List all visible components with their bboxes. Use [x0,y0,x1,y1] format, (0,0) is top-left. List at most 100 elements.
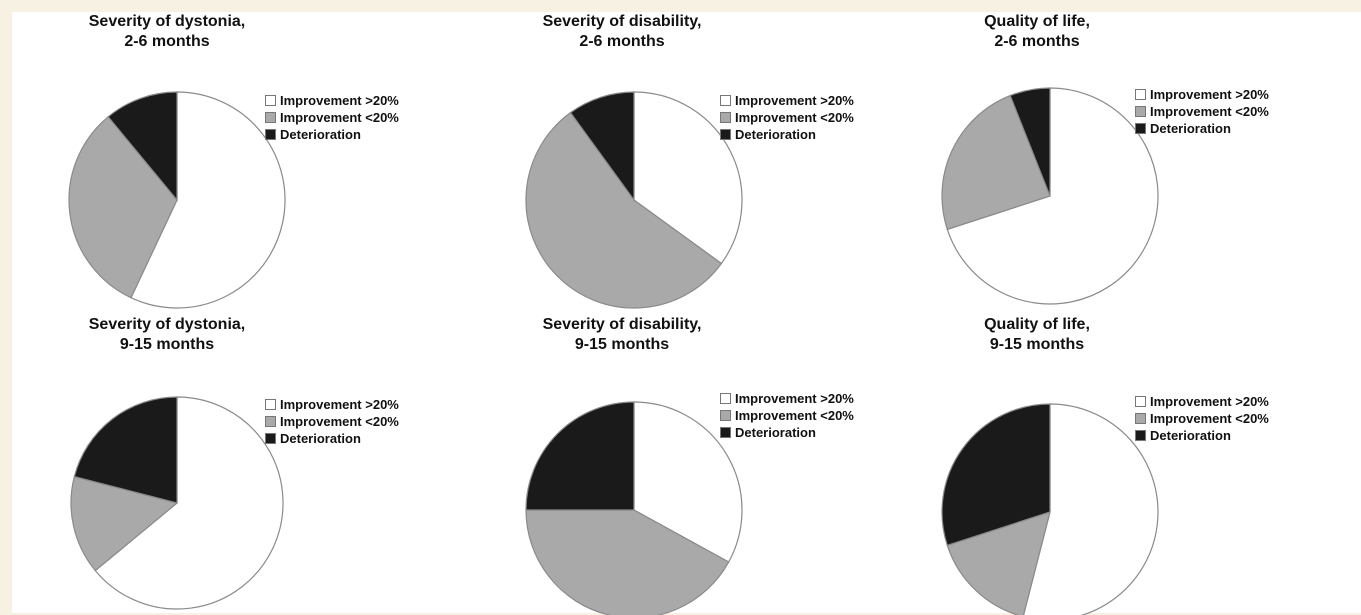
panel-title-line-2: 2-6 months [124,33,210,50]
legend: Improvement >20% Improvement <20% Deteri… [1135,393,1269,444]
panel-title-line-2: 2-6 months [579,33,665,50]
pie-slice-improvement-lt20 [70,475,179,572]
pie-slice-improvement-lt20 [525,111,723,309]
legend-label: Improvement >20% [280,397,399,412]
legend-item-improvement-gt20: Improvement >20% [1135,393,1269,410]
pie-chart [525,91,743,309]
legend-item-deterioration: Deterioration [265,430,399,447]
pie-slice-deterioration [73,396,178,504]
legend-label: Improvement >20% [1150,87,1269,102]
legend: Improvement >20% Improvement <20% Deteri… [720,92,854,143]
legend-label: Improvement >20% [735,391,854,406]
legend-swatch [720,95,731,106]
pie-slice-deterioration [525,401,635,511]
pie-panel-dystonia-2-6: Severity of dystonia, 2-6 months Improve… [42,12,462,312]
legend: Improvement >20% Improvement <20% Deteri… [1135,86,1269,137]
panel-title-line-2: 2-6 months [994,33,1080,50]
legend-swatch [720,427,731,438]
legend-swatch [265,112,276,123]
legend: Improvement >20% Improvement <20% Deteri… [265,396,399,447]
legend-item-improvement-lt20: Improvement <20% [720,109,854,126]
legend-item-deterioration: Deterioration [265,126,399,143]
legend-label: Deterioration [280,431,361,446]
legend-swatch [265,399,276,410]
panel-title-line-1: Severity of dystonia, [88,13,246,30]
panel-title: Quality of life, 9-15 months [912,315,1162,355]
panel-title-line-1: Quality of life, [984,316,1090,333]
legend-label: Improvement <20% [1150,411,1269,426]
legend-item-improvement-lt20: Improvement <20% [720,407,854,424]
pie-slice-improvement-gt20 [130,91,286,309]
legend-swatch [265,416,276,427]
legend-item-improvement-gt20: Improvement >20% [720,390,854,407]
panel-title-line-2: 9-15 months [574,336,670,353]
legend-swatch [720,112,731,123]
legend-item-deterioration: Deterioration [720,424,854,441]
legend-label: Improvement <20% [735,408,854,423]
panel-title-line-1: Severity of dystonia, [88,316,246,333]
pie-slice-improvement-gt20 [946,87,1159,305]
panel-title-line-2: 9-15 months [119,336,215,353]
legend: Improvement >20% Improvement <20% Deteri… [720,390,854,441]
pie-panel-disability-9-15: Severity of disability, 9-15 months Impr… [497,315,917,615]
pie-slice-deterioration [107,91,178,202]
figure: Severity of dystonia, 2-6 months Improve… [12,12,1361,615]
legend-label: Improvement >20% [1150,394,1269,409]
legend-swatch [265,95,276,106]
legend-swatch [1135,413,1146,424]
legend-item-improvement-gt20: Improvement >20% [720,92,854,109]
legend-swatch [720,393,731,404]
legend-item-improvement-lt20: Improvement <20% [265,413,399,430]
pie-slice-improvement-gt20 [633,91,743,265]
legend-item-improvement-lt20: Improvement <20% [265,109,399,126]
legend-swatch [1135,89,1146,100]
legend-item-improvement-lt20: Improvement <20% [1135,103,1269,120]
legend-swatch [1135,430,1146,441]
panel-title: Severity of dystonia, 2-6 months [42,12,292,52]
legend-label: Deterioration [1150,428,1231,443]
legend-item-deterioration: Deterioration [1135,427,1269,444]
legend-item-improvement-gt20: Improvement >20% [265,92,399,109]
legend-item-improvement-gt20: Improvement >20% [1135,86,1269,103]
panel-title: Severity of disability, 2-6 months [497,12,747,52]
legend-swatch [1135,106,1146,117]
pie-panel-quality-9-15: Quality of life, 9-15 months Improvement… [912,315,1332,615]
legend-label: Improvement >20% [735,93,854,108]
legend-label: Improvement <20% [280,110,399,125]
pie-slice-deterioration [569,91,635,202]
pie-slice-deterioration [941,403,1051,547]
legend-swatch [265,129,276,140]
pie-chart [70,396,284,610]
legend-label: Deterioration [280,127,361,142]
pie-slice-improvement-gt20 [94,396,284,610]
panel-title: Severity of dystonia, 9-15 months [42,315,292,355]
legend-swatch [720,410,731,421]
legend-label: Improvement <20% [735,110,854,125]
panel-title-line-1: Severity of disability, [542,316,702,333]
pie-chart [525,401,743,615]
legend-label: Improvement <20% [280,414,399,429]
pie-chart [68,91,286,309]
legend-label: Deterioration [1150,121,1231,136]
pie-slice-improvement-lt20 [68,115,178,299]
pie-slice-improvement-gt20 [1022,403,1159,615]
pie-panel-quality-2-6: Quality of life, 2-6 months Improvement … [912,12,1332,312]
panel-title-line-1: Severity of disability, [542,13,702,30]
panel-title: Severity of disability, 9-15 months [497,315,747,355]
pie-slice-improvement-gt20 [633,401,743,563]
legend-item-deterioration: Deterioration [720,126,854,143]
legend: Improvement >20% Improvement <20% Deteri… [265,92,399,143]
legend-item-improvement-lt20: Improvement <20% [1135,410,1269,427]
legend-swatch [720,129,731,140]
legend-item-deterioration: Deterioration [1135,120,1269,137]
legend-swatch [265,433,276,444]
pie-slice-deterioration [1009,87,1051,197]
legend-swatch [1135,123,1146,134]
panel-title-line-1: Quality of life, [984,13,1090,30]
panel-title-line-2: 9-15 months [989,336,1085,353]
pie-panel-dystonia-9-15: Severity of dystonia, 9-15 months Improv… [42,315,462,613]
pie-panel-disability-2-6: Severity of disability, 2-6 months Impro… [497,12,917,312]
legend-label: Deterioration [735,127,816,142]
legend-label: Improvement <20% [1150,104,1269,119]
legend-label: Improvement >20% [280,93,399,108]
